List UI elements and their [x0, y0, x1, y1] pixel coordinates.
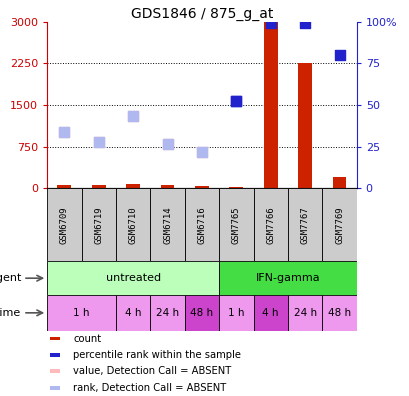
Text: GSM7767: GSM7767	[300, 206, 309, 244]
Bar	[297, 63, 311, 188]
Bar	[321, 295, 356, 331]
Text: GSM6714: GSM6714	[163, 206, 172, 244]
Point	[335, 52, 342, 58]
Bar	[50, 337, 60, 341]
Text: GSM6709: GSM6709	[60, 206, 69, 244]
Bar	[150, 188, 184, 261]
Point	[164, 141, 171, 147]
Text: time: time	[0, 308, 21, 318]
Point	[267, 19, 273, 26]
Bar	[321, 188, 356, 261]
Bar	[287, 188, 321, 261]
Bar	[218, 188, 253, 261]
Bar	[47, 188, 81, 261]
Bar	[50, 353, 60, 357]
Title: GDS1846 / 875_g_at: GDS1846 / 875_g_at	[130, 7, 272, 21]
Bar	[184, 295, 218, 331]
Bar	[47, 261, 218, 295]
Bar	[184, 188, 218, 261]
Text: 1 h: 1 h	[73, 308, 90, 318]
Text: 4 h: 4 h	[262, 308, 278, 318]
Point	[95, 139, 102, 145]
Text: GSM7765: GSM7765	[231, 206, 240, 244]
Bar	[57, 185, 71, 188]
Text: IFN-gamma: IFN-gamma	[255, 273, 319, 283]
Point	[232, 97, 239, 104]
Bar	[287, 295, 321, 331]
Bar	[332, 177, 346, 188]
Bar	[253, 295, 287, 331]
Text: agent: agent	[0, 273, 21, 283]
Bar	[50, 386, 60, 390]
Text: value, Detection Call = ABSENT: value, Detection Call = ABSENT	[73, 366, 231, 376]
Text: percentile rank within the sample: percentile rank within the sample	[73, 350, 241, 360]
Text: GSM6716: GSM6716	[197, 206, 206, 244]
Bar	[229, 187, 243, 188]
Bar	[126, 185, 140, 188]
Text: rank, Detection Call = ABSENT: rank, Detection Call = ABSENT	[73, 383, 226, 393]
Point	[232, 98, 239, 104]
Point	[301, 19, 308, 26]
Bar	[116, 188, 150, 261]
Text: 48 h: 48 h	[327, 308, 350, 318]
Bar	[116, 295, 150, 331]
Text: 24 h: 24 h	[293, 308, 316, 318]
Point	[164, 141, 171, 147]
Bar	[81, 188, 116, 261]
Bar	[50, 369, 60, 373]
Text: 4 h: 4 h	[125, 308, 141, 318]
Text: 24 h: 24 h	[155, 308, 179, 318]
Point	[130, 113, 136, 120]
Point	[198, 149, 204, 155]
Bar	[92, 185, 106, 188]
Text: GSM7769: GSM7769	[334, 206, 343, 244]
Text: count: count	[73, 333, 101, 343]
Bar	[218, 261, 356, 295]
Bar	[263, 22, 277, 188]
Point	[95, 139, 102, 145]
Bar	[253, 188, 287, 261]
Text: GSM7766: GSM7766	[265, 206, 274, 244]
Bar	[47, 295, 116, 331]
Point	[198, 149, 204, 155]
Text: 1 h: 1 h	[227, 308, 244, 318]
Bar	[195, 186, 208, 188]
Point	[61, 128, 67, 135]
Point	[130, 113, 136, 120]
Text: GSM6710: GSM6710	[128, 206, 137, 244]
Bar	[160, 185, 174, 188]
Bar	[150, 295, 184, 331]
Point	[61, 128, 67, 135]
Bar	[218, 295, 253, 331]
Text: untreated: untreated	[105, 273, 160, 283]
Text: GSM6719: GSM6719	[94, 206, 103, 244]
Text: 48 h: 48 h	[190, 308, 213, 318]
